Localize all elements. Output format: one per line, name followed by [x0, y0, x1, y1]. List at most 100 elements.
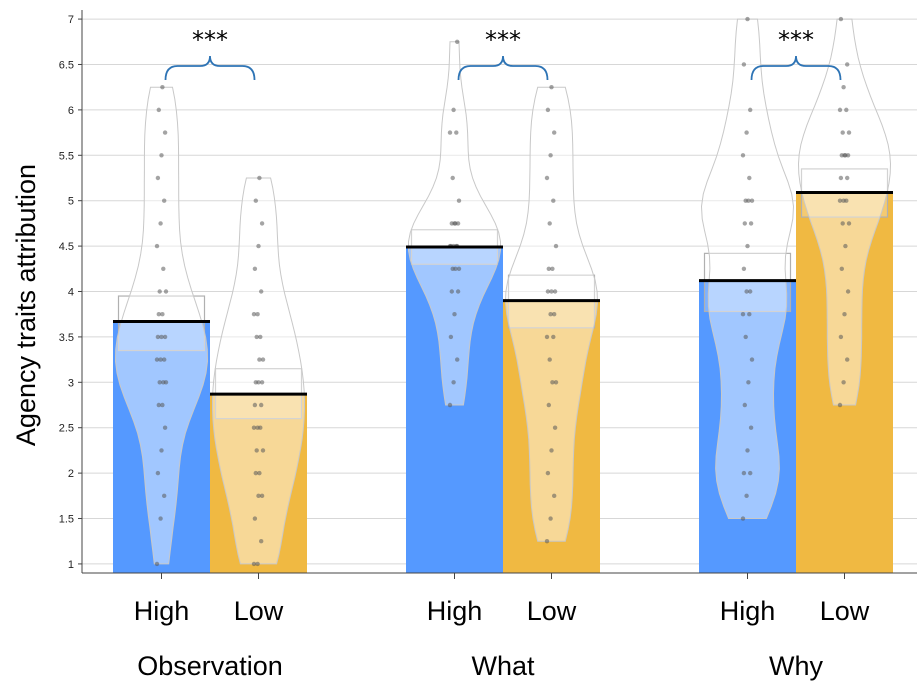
data-point [743, 198, 748, 203]
data-point [552, 289, 558, 294]
y-tick-label: 5 [68, 196, 74, 208]
data-point [259, 221, 265, 226]
data-point [253, 470, 258, 476]
data-point [158, 516, 163, 521]
data-point [454, 130, 459, 135]
data-point [259, 380, 265, 385]
significance-marker: *** [485, 26, 521, 54]
bar-observation-high [113, 321, 210, 573]
data-point [260, 448, 266, 453]
data-point [255, 312, 260, 317]
data-point [740, 153, 746, 158]
category-label-low: Low [527, 596, 577, 626]
group-label-observation: Observation [137, 651, 283, 681]
axes [78, 10, 917, 579]
data-point [550, 266, 555, 271]
data-point [257, 175, 262, 181]
data-point [162, 493, 167, 499]
data-point [740, 516, 746, 521]
violin [212, 177, 305, 565]
data-point [255, 561, 260, 567]
data-point [451, 107, 456, 113]
data-point [154, 561, 160, 567]
violin [700, 18, 795, 519]
data-point [749, 357, 755, 362]
data-point [452, 312, 457, 317]
mean-lines [113, 191, 893, 396]
data-point [743, 334, 748, 340]
data-point [256, 243, 261, 249]
data-point [745, 16, 750, 22]
data-point [159, 334, 164, 340]
data-point [455, 357, 460, 362]
data-point [552, 493, 557, 499]
data-point [251, 561, 257, 567]
data-point [156, 402, 161, 408]
data-point [260, 357, 266, 362]
data-point [748, 107, 753, 113]
data-point [547, 221, 552, 226]
data-point [841, 380, 846, 385]
data-point [456, 198, 462, 203]
data-point [548, 153, 553, 158]
data-point [842, 312, 847, 317]
data-point [162, 425, 168, 430]
data-point [449, 221, 454, 226]
data-point [843, 153, 848, 158]
data-point [841, 198, 846, 203]
violin [114, 86, 209, 565]
category-label-high: High [134, 596, 190, 626]
data-point [551, 334, 556, 340]
significance-brackets [164, 55, 842, 81]
y-tick-label: 3.5 [59, 332, 74, 344]
data-point [747, 175, 752, 181]
data-point [742, 221, 747, 226]
data-point [162, 357, 167, 362]
data-point [450, 266, 455, 271]
data-point [453, 221, 458, 226]
data-point [259, 539, 264, 544]
data-point [451, 380, 456, 385]
data-point [259, 289, 264, 294]
data-point [252, 516, 258, 521]
data-point [161, 266, 166, 271]
data-point [256, 493, 261, 499]
bar-observation-low [210, 394, 307, 573]
y-tick-label: 6.5 [59, 59, 74, 71]
data-point [252, 402, 258, 408]
violin [797, 18, 892, 406]
data-point [155, 470, 161, 476]
data-point [252, 266, 258, 271]
data-point [158, 221, 163, 226]
data-point [156, 107, 161, 113]
data-point [160, 84, 165, 90]
data-point [552, 312, 557, 317]
data-point [544, 539, 550, 544]
data-point [552, 425, 558, 430]
data-point [748, 425, 754, 430]
y-tick-label: 4.5 [59, 241, 74, 253]
data-point [253, 198, 258, 203]
data-point [255, 425, 260, 430]
data-point [747, 312, 752, 317]
data-point [838, 334, 844, 340]
significance-marker: *** [192, 26, 228, 54]
data-point [741, 266, 747, 271]
data-point [157, 380, 162, 385]
data-point [745, 448, 750, 453]
y-tick-label: 7 [68, 14, 74, 26]
data-point [846, 130, 852, 135]
data-point [551, 198, 556, 203]
data-point [741, 62, 747, 67]
data-point [257, 357, 262, 362]
data-point [159, 448, 164, 453]
data-point [845, 175, 850, 181]
y-tick-label: 2 [68, 468, 74, 480]
data-point [545, 289, 551, 294]
data-point [257, 470, 262, 476]
category-label-high: High [427, 596, 483, 626]
data-point [844, 107, 849, 113]
data-point [749, 198, 755, 203]
data-point [447, 402, 453, 408]
data-point [840, 221, 845, 226]
